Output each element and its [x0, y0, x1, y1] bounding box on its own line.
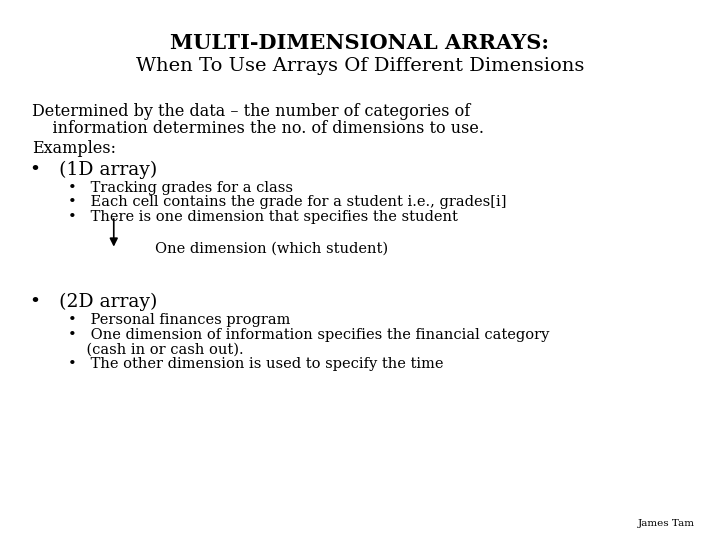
Text: •   One dimension of information specifies the financial category: • One dimension of information specifies…: [68, 328, 550, 342]
Text: •   (1D array): • (1D array): [30, 160, 158, 179]
Text: When To Use Arrays Of Different Dimensions: When To Use Arrays Of Different Dimensio…: [136, 57, 584, 75]
Text: information determines the no. of dimensions to use.: information determines the no. of dimens…: [32, 120, 485, 137]
Text: •   Personal finances program: • Personal finances program: [68, 313, 291, 327]
Text: •   Tracking grades for a class: • Tracking grades for a class: [68, 181, 294, 195]
Text: •   Each cell contains the grade for a student i.e., grades[i]: • Each cell contains the grade for a stu…: [68, 195, 507, 210]
Text: James Tam: James Tam: [638, 519, 695, 528]
Text: Examples:: Examples:: [32, 140, 117, 157]
Text: •   There is one dimension that specifies the student: • There is one dimension that specifies …: [68, 210, 458, 224]
Text: One dimension (which student): One dimension (which student): [155, 242, 388, 256]
Text: •   The other dimension is used to specify the time: • The other dimension is used to specify…: [68, 357, 444, 371]
Text: Determined by the data – the number of categories of: Determined by the data – the number of c…: [32, 103, 471, 119]
Text: (cash in or cash out).: (cash in or cash out).: [68, 342, 244, 356]
Text: MULTI-DIMENSIONAL ARRAYS:: MULTI-DIMENSIONAL ARRAYS:: [171, 33, 549, 53]
Text: •   (2D array): • (2D array): [30, 293, 158, 311]
